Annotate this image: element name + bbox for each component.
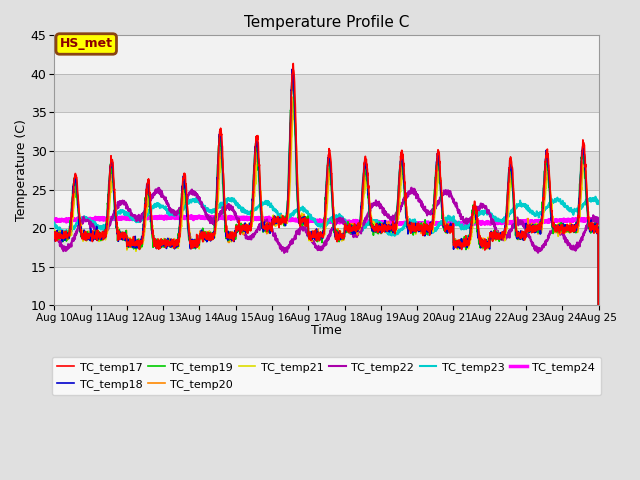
TC_temp21 (547, 199, 554, 204)
TC_temp24 (562, 218, 570, 224)
TC_temp18 (562, 222, 570, 228)
TC_temp23 (484, 210, 492, 216)
TC_temp17 (547, 192, 554, 198)
TC_temp20 (342, 226, 350, 231)
Y-axis label: Temperature (C): Temperature (C) (15, 120, 28, 221)
TC_temp19 (484, 241, 492, 247)
Bar (54, 112, 598, 151)
TC_temp18 (547, 205, 554, 211)
TC_temp22 (202, 210, 210, 216)
TC_temp19 (51, 229, 58, 235)
TC_temp23 (595, 201, 602, 207)
TC_temp20 (290, 93, 298, 98)
Line: TC_temp24: TC_temp24 (54, 216, 598, 225)
TC_temp20 (547, 193, 554, 199)
TC_temp17 (51, 229, 58, 235)
TC_temp18 (202, 233, 210, 239)
Legend: TC_temp17, TC_temp18, TC_temp19, TC_temp20, TC_temp21, TC_temp22, TC_temp23, TC_: TC_temp17, TC_temp18, TC_temp19, TC_temp… (52, 357, 601, 395)
TC_temp24 (205, 213, 212, 219)
TC_temp18 (484, 240, 492, 246)
TC_temp17 (342, 223, 350, 228)
TC_temp17 (354, 223, 362, 228)
TC_temp19 (202, 233, 210, 239)
Line: TC_temp19: TC_temp19 (54, 79, 598, 383)
TC_temp22 (342, 222, 350, 228)
TC_temp18 (354, 226, 362, 231)
TC_temp24 (51, 217, 58, 223)
TC_temp17 (595, 380, 602, 385)
TC_temp24 (595, 216, 602, 222)
TC_temp22 (547, 230, 555, 236)
TC_temp21 (562, 226, 570, 232)
TC_temp20 (484, 243, 492, 249)
TC_temp24 (485, 220, 493, 226)
TC_temp24 (413, 222, 421, 228)
TC_temp22 (51, 231, 58, 237)
Title: Temperature Profile C: Temperature Profile C (244, 15, 409, 30)
TC_temp19 (595, 380, 602, 386)
Line: TC_temp23: TC_temp23 (54, 197, 598, 236)
TC_temp21 (342, 224, 350, 230)
TC_temp19 (342, 223, 350, 229)
TC_temp19 (289, 76, 296, 82)
TC_temp19 (562, 224, 570, 230)
TC_temp21 (595, 378, 602, 384)
TC_temp24 (547, 218, 555, 224)
TC_temp23 (562, 203, 570, 208)
TC_temp21 (202, 228, 210, 234)
Bar (54, 151, 598, 190)
Bar (54, 36, 598, 74)
TC_temp19 (547, 210, 554, 216)
TC_temp20 (562, 228, 570, 233)
Line: TC_temp22: TC_temp22 (54, 188, 598, 253)
TC_temp18 (51, 234, 58, 240)
TC_temp21 (51, 232, 58, 238)
TC_temp23 (591, 194, 599, 200)
TC_temp18 (595, 380, 602, 386)
X-axis label: Time: Time (311, 324, 342, 337)
TC_temp21 (484, 240, 492, 245)
TC_temp22 (485, 207, 493, 213)
Bar (54, 74, 598, 112)
TC_temp20 (51, 233, 58, 239)
Line: TC_temp20: TC_temp20 (54, 96, 598, 381)
TC_temp20 (202, 237, 210, 242)
TC_temp17 (289, 60, 297, 66)
TC_temp24 (202, 214, 210, 219)
Line: TC_temp21: TC_temp21 (54, 111, 598, 381)
Bar (54, 190, 598, 228)
TC_temp23 (391, 233, 399, 239)
TC_temp24 (354, 218, 362, 224)
TC_temp23 (354, 228, 362, 234)
TC_temp22 (280, 250, 288, 256)
TC_temp21 (354, 223, 362, 229)
TC_temp22 (408, 185, 415, 191)
Text: HS_met: HS_met (60, 37, 113, 50)
TC_temp17 (562, 227, 570, 233)
TC_temp23 (342, 221, 350, 227)
Line: TC_temp18: TC_temp18 (54, 69, 598, 383)
TC_temp20 (595, 378, 602, 384)
Line: TC_temp17: TC_temp17 (54, 63, 598, 383)
TC_temp18 (342, 223, 350, 229)
TC_temp22 (595, 220, 602, 226)
TC_temp22 (562, 235, 570, 241)
TC_temp23 (51, 220, 58, 226)
Bar (54, 267, 598, 305)
TC_temp21 (290, 108, 298, 114)
TC_temp19 (354, 227, 362, 233)
TC_temp24 (342, 219, 350, 225)
TC_temp17 (202, 235, 210, 241)
TC_temp18 (289, 66, 296, 72)
TC_temp22 (354, 232, 362, 238)
Bar (54, 228, 598, 267)
TC_temp23 (547, 199, 554, 205)
TC_temp23 (202, 208, 210, 214)
TC_temp17 (484, 245, 492, 251)
TC_temp20 (354, 227, 362, 232)
